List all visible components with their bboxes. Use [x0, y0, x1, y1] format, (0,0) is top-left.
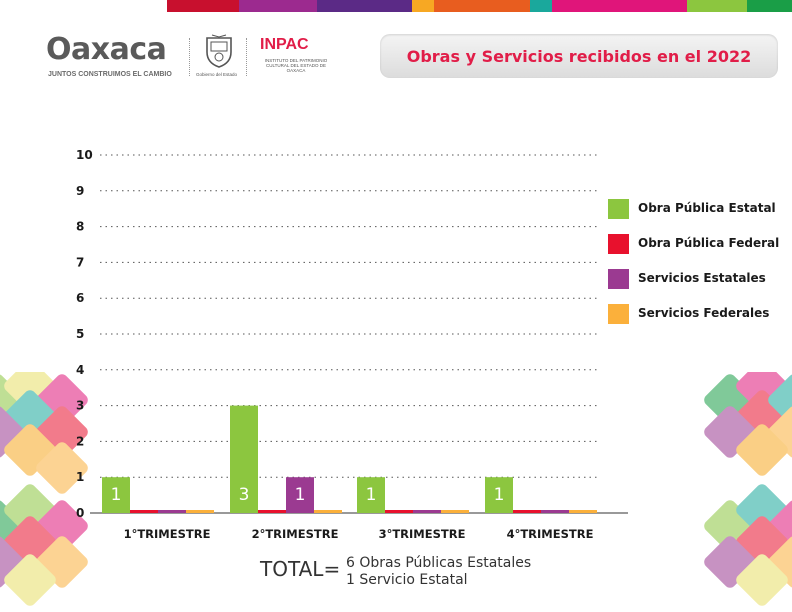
bar-2-0: [158, 510, 186, 513]
stripe-segment: [747, 0, 792, 12]
bar-data-label: 3: [239, 485, 250, 505]
y-tick-label: 0: [76, 506, 84, 520]
bar-3-1: [314, 510, 342, 513]
page-title: Obras y Servicios recibidos en el 2022: [406, 46, 752, 66]
bar-0-0: [102, 477, 130, 513]
y-tick-label: 8: [76, 220, 84, 234]
inpac-logo: INPAC: [260, 36, 309, 53]
stripe-segment: [552, 0, 687, 12]
legend-swatch-obra-federal: [608, 234, 629, 254]
y-tick-label: 1: [76, 470, 84, 484]
bar-3-2: [441, 510, 469, 513]
y-tick-label: 9: [76, 184, 84, 198]
bar-0-2: [357, 477, 385, 513]
inpac-subtitle: INSTITUTO DEL PATRIMONIO CULTURAL DEL ES…: [264, 58, 328, 73]
y-tick-label: 2: [76, 434, 84, 448]
legend-label-obra-federal: Obra Pública Federal: [638, 236, 780, 250]
bar-0-3: [485, 477, 513, 513]
total-line-obras: 6 Obras Públicas Estatales: [346, 555, 532, 571]
total-label: TOTAL=: [260, 557, 341, 581]
bar-1-1: [258, 510, 286, 513]
bar-1-2: [385, 510, 413, 513]
bar-data-label: 1: [295, 485, 306, 505]
bar-2-2: [413, 510, 441, 513]
oaxaca-logo: Oaxaca: [46, 32, 167, 67]
bar-data-label: 1: [366, 485, 377, 505]
stripe-segment: [687, 0, 747, 12]
bar-2-3: [541, 510, 569, 513]
bar-1-0: [130, 510, 158, 513]
bar-1-3: [513, 510, 541, 513]
y-tick-label: 6: [76, 291, 84, 305]
logo-tagline: JUNTOS CONSTRUIMOS EL CAMBIO: [48, 71, 172, 78]
logo-divider-2: [246, 38, 247, 76]
bar-3-0: [186, 510, 214, 513]
bar-3-3: [569, 510, 597, 513]
y-tick-label: 3: [76, 399, 84, 413]
gov-label: Gobierno del Estado: [196, 72, 238, 77]
legend-swatch-obra-estatal: [608, 199, 629, 219]
left-decoration: [0, 372, 88, 606]
stripe-segment: [317, 0, 412, 12]
header-logos: Oaxaca JUNTOS CONSTRUIMOS EL CAMBIO Gobi…: [46, 32, 346, 84]
y-tick-label: 10: [76, 148, 93, 162]
stripe-segment: [412, 0, 434, 12]
right-decoration: [704, 372, 792, 606]
stripe-segment: [434, 0, 530, 12]
total-line-servicio: 1 Servicio Estatal: [346, 572, 468, 588]
x-tick-label: 2°TRIMESTRE: [252, 527, 339, 541]
legend-swatch-servicios-federales: [608, 304, 629, 324]
stripe-segment: [167, 0, 239, 12]
stripe-segment: [530, 0, 552, 12]
x-tick-label: 1°TRIMESTRE: [124, 527, 211, 541]
page-title-box: Obras y Servicios recibidos en el 2022: [380, 34, 778, 78]
y-tick-label: 7: [76, 255, 84, 269]
total-lines: 6 Obras Públicas Estatales 1 Servicio Es…: [346, 555, 531, 589]
top-color-stripe: [167, 0, 792, 12]
stripe-segment: [239, 0, 317, 12]
y-tick-label: 5: [76, 327, 84, 341]
legend-label-obra-estatal: Obra Pública Estatal: [638, 201, 776, 215]
legend-swatch-servicios-estatales: [608, 269, 629, 289]
logo-divider: [189, 38, 190, 76]
x-tick-label: 4°TRIMESTRE: [507, 527, 594, 541]
bar-data-label: 1: [111, 485, 122, 505]
bar-0-1: [230, 405, 258, 513]
bar-2-1: [286, 477, 314, 513]
legend-label-servicios-federales: Servicios Federales: [638, 306, 770, 320]
coat-of-arms-icon: [206, 34, 232, 68]
x-tick-label: 3°TRIMESTRE: [379, 527, 466, 541]
legend-label-servicios-estatales: Servicios Estatales: [638, 271, 766, 285]
bar-data-label: 1: [494, 485, 505, 505]
y-tick-label: 4: [76, 363, 84, 377]
